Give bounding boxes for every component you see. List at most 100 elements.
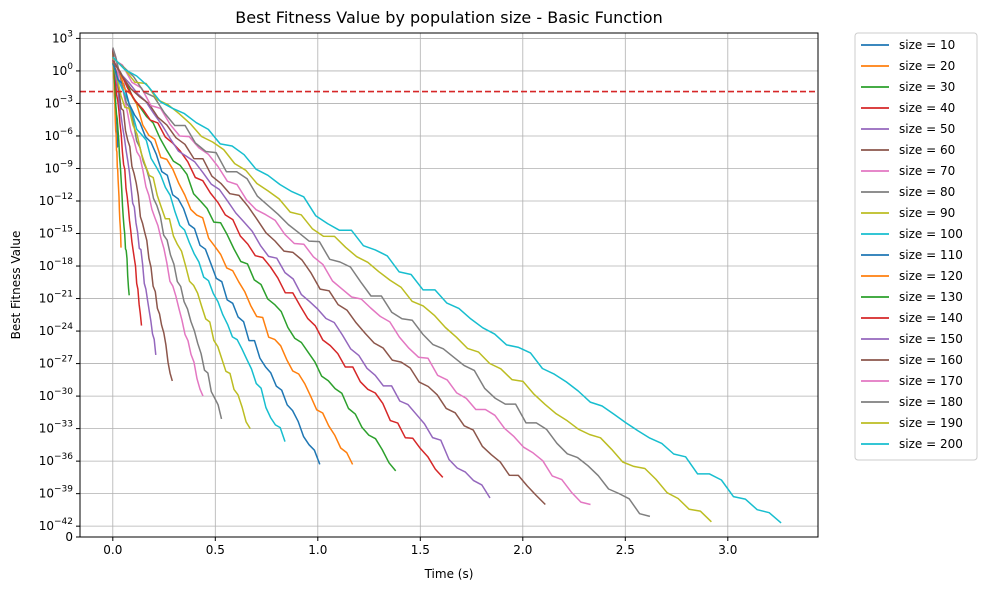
y-tick-base: 10 [39, 454, 54, 468]
legend-item: size = 190 [899, 416, 963, 430]
y-tick-label: 10−3 [44, 94, 73, 110]
legend-item: size = 150 [899, 332, 963, 346]
y-tick-base: 10 [39, 227, 54, 241]
legend-frame [854, 32, 978, 461]
x-tick-label: 2.5 [616, 543, 635, 557]
y-tick-exponent: −15 [54, 225, 73, 235]
y-tick-base: 10 [39, 357, 54, 371]
y-tick-base: 10 [44, 129, 59, 143]
y-tick-label: 10−9 [44, 159, 73, 175]
y-tick-base: 10 [39, 519, 54, 533]
y-tick-label: 100 [52, 62, 73, 78]
series-line [112, 61, 397, 472]
y-tick-label: 10−36 [39, 452, 74, 468]
y-tick-exponent: −30 [54, 387, 73, 397]
y-tick-label: 10−6 [44, 127, 73, 143]
y-tick-exponent: −18 [54, 257, 73, 267]
x-axis-label: Time (s) [424, 567, 474, 581]
x-axis: 0.0 0.5 1.0 1.5 2.0 2.5 3.0 [103, 537, 737, 557]
legend-item: size = 70 [899, 164, 955, 178]
series-line [112, 60, 444, 478]
y-axis-label: Best Fitness Value [9, 231, 23, 340]
x-tick-label: 3.0 [718, 543, 737, 557]
legend-item: size = 160 [899, 353, 963, 367]
y-tick-base: 10 [39, 259, 54, 273]
series-lines [112, 47, 782, 524]
legend-item: size = 40 [899, 101, 955, 115]
y-tick-exponent: −42 [54, 517, 73, 527]
series-line [112, 63, 251, 429]
legend-item: size = 50 [899, 122, 955, 136]
y-tick-label: 0 [65, 530, 73, 544]
x-tick-label: 1.5 [411, 543, 430, 557]
y-tick-label: 10−21 [39, 290, 73, 306]
y-tick-exponent: −24 [54, 322, 73, 332]
series-line [112, 62, 321, 465]
y-tick-base: 10 [39, 422, 54, 436]
y-tick-base: 10 [39, 324, 54, 338]
y-tick-label: 10−27 [39, 355, 73, 371]
legend-item: size = 30 [899, 80, 955, 94]
series-line [112, 50, 130, 296]
y-tick-base: 10 [39, 389, 54, 403]
series-line [112, 56, 782, 524]
y-tick-label: 10−30 [39, 387, 74, 403]
x-tick-label: 0.0 [103, 543, 122, 557]
legend-item: size = 140 [899, 311, 963, 325]
y-tick-exponent: −27 [54, 355, 73, 365]
legend-item: size = 200 [899, 437, 963, 451]
series-line [112, 47, 223, 420]
plot-frame [79, 32, 819, 538]
legend-item: size = 170 [899, 374, 963, 388]
y-tick-exponent: −36 [54, 452, 73, 462]
legend-item: size = 80 [899, 185, 955, 199]
series-line [112, 58, 591, 506]
series-line [112, 50, 143, 326]
y-tick-exponent: −9 [60, 159, 74, 169]
legend-item: size = 10 [899, 38, 955, 52]
y-tick-base: 10 [52, 64, 67, 78]
legend-item: size = 120 [899, 269, 963, 283]
y-tick-label: 10−33 [39, 420, 73, 436]
y-tick-exponent: 0 [67, 62, 73, 72]
y-tick-exponent: −39 [54, 485, 73, 495]
legend-item: size = 20 [899, 59, 955, 73]
y-tick-base: 10 [52, 31, 67, 45]
legend-item: size = 60 [899, 143, 955, 157]
series-line [112, 48, 174, 382]
y-tick-label: 10−24 [39, 322, 74, 338]
y-tick-exponent: −6 [60, 127, 74, 137]
y-tick-exponent: 3 [67, 29, 73, 39]
y-tick-base: 10 [44, 96, 59, 110]
legend-item: size = 90 [899, 206, 955, 220]
y-tick-base: 10 [39, 292, 54, 306]
y-tick-label: 10−15 [39, 225, 73, 241]
y-tick-label: 10−18 [39, 257, 74, 273]
series-line [112, 61, 354, 465]
y-tick-label: 10−12 [39, 192, 73, 208]
y-tick-base: 10 [39, 487, 54, 501]
y-tick-exponent: −33 [54, 420, 73, 430]
legend-item: size = 130 [899, 290, 963, 304]
x-tick-label: 2.0 [513, 543, 532, 557]
y-tick-label: 103 [52, 29, 73, 45]
series-line [112, 57, 651, 518]
series-line [112, 59, 546, 506]
legend: size = 10 size = 20 size = 30 size = 40 size… [854, 32, 978, 461]
x-tick-label: 0.5 [206, 543, 225, 557]
y-tick-label: 10−42 [39, 517, 73, 533]
series-line [112, 59, 491, 499]
y-axis: 10310010−310−610−910−1210−1510−1810−2110… [39, 29, 80, 544]
y-tick-exponent: −21 [54, 290, 73, 300]
y-tick-base: 10 [44, 161, 59, 175]
legend-item: size = 110 [899, 248, 963, 262]
y-tick-label: 10−39 [39, 485, 74, 501]
y-tick-exponent: −12 [54, 192, 73, 202]
series-line [112, 63, 286, 442]
y-tick-base: 10 [39, 194, 54, 208]
legend-item: size = 100 [899, 227, 963, 241]
series-line [112, 49, 157, 355]
chart-title: Best Fitness Value by population size - … [235, 8, 662, 27]
